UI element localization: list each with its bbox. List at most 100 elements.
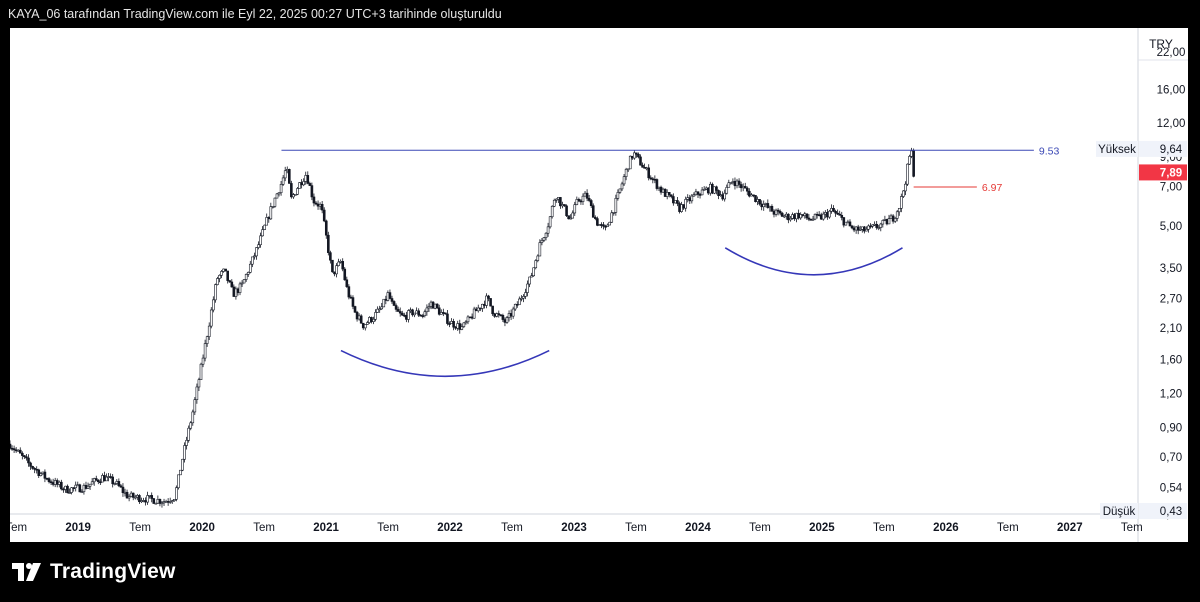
candle-body [842, 217, 846, 226]
candle [548, 216, 552, 229]
candle-body [21, 452, 24, 456]
candle-body [349, 296, 353, 299]
candle [185, 436, 188, 450]
candle [900, 193, 903, 213]
candle-body [602, 224, 605, 227]
candle-body [585, 192, 589, 199]
candle-body [292, 194, 295, 198]
candle-body [752, 194, 755, 197]
high-label-tag [1096, 140, 1138, 157]
candle-body [524, 292, 527, 297]
candle-body [380, 306, 384, 310]
candle-body [511, 308, 515, 317]
candle [347, 284, 351, 300]
candle [193, 397, 197, 415]
candle [27, 454, 30, 467]
tradingview-logo[interactable]: TradingView [12, 560, 176, 584]
candle-body [433, 303, 437, 309]
candle [575, 196, 579, 206]
last-price-tag [1139, 164, 1187, 181]
candle [382, 298, 386, 308]
candle-body [363, 324, 367, 329]
candle-body [240, 282, 244, 285]
candle [587, 194, 591, 203]
candle-body [224, 268, 227, 272]
candle-body [228, 280, 232, 283]
candle-body [507, 313, 511, 318]
candle [787, 213, 790, 224]
candle [715, 185, 718, 195]
candle-body [105, 476, 108, 482]
candle [400, 310, 404, 316]
candle [554, 198, 558, 203]
candle [897, 207, 901, 216]
candle-body [111, 476, 114, 485]
high-label: Yüksek [1098, 144, 1136, 156]
candle-body [179, 469, 182, 476]
y-tick-label: 12,00 [1157, 118, 1186, 130]
candle-body [146, 495, 149, 503]
candle-body [446, 313, 449, 324]
candle [310, 182, 314, 201]
candle [489, 298, 492, 307]
candle-body [624, 168, 628, 177]
candle-body [655, 179, 659, 189]
y-tick-label: 2,70 [1160, 293, 1182, 305]
candle-body [288, 169, 291, 184]
candle-body [279, 184, 283, 194]
candle-body [686, 197, 690, 200]
candle [433, 303, 437, 310]
candle [832, 205, 835, 213]
candle-body [405, 315, 408, 320]
candle [904, 181, 907, 196]
candle [244, 273, 248, 282]
candle-body [138, 495, 141, 503]
candle-body [824, 212, 827, 215]
candle-body [337, 261, 340, 266]
candle-body [659, 186, 663, 193]
candle-body [807, 217, 811, 220]
candle-body [587, 198, 591, 201]
candle [398, 307, 402, 317]
candle-body [739, 184, 743, 189]
candle-body [261, 229, 264, 237]
candle-body [448, 323, 451, 325]
candle-body [534, 260, 538, 269]
candle-body [657, 186, 661, 189]
candle-body [129, 492, 133, 497]
y-tick-label: 0,70 [1160, 452, 1182, 464]
candle [97, 479, 100, 485]
candle [390, 295, 394, 304]
candle [834, 209, 837, 217]
candle-body [253, 255, 256, 258]
candle [435, 303, 439, 309]
candle [314, 201, 318, 206]
candle-body [912, 150, 915, 177]
candle [614, 194, 618, 216]
candle-body [559, 197, 562, 207]
price-chart[interactable]: TRY22,0016,0012,009,007,005,003,502,702,… [5, 28, 1188, 542]
candle [281, 175, 285, 186]
candle-body [374, 312, 377, 320]
y-tick-label: 1,20 [1160, 389, 1182, 401]
candle-body [76, 484, 80, 487]
candle [663, 188, 667, 197]
candle-body [776, 209, 780, 212]
candle [538, 239, 542, 257]
candle-body [844, 221, 848, 226]
chart-area[interactable]: TRY 22,00 16,00 12,00 9,00 7,00 5,00 3,50 2,70 2,… [5, 28, 1188, 542]
candle-body [454, 326, 457, 329]
candle [396, 306, 400, 312]
candle-body [567, 215, 570, 220]
candle [255, 247, 258, 260]
candle [460, 323, 464, 331]
candle-body [491, 305, 494, 315]
candle [807, 214, 811, 222]
candle [292, 193, 295, 199]
candle-body [630, 155, 634, 159]
candle-body [39, 473, 43, 476]
candle [273, 197, 277, 208]
candle-body [908, 156, 911, 165]
candle [559, 196, 562, 209]
candle-body [275, 193, 279, 199]
